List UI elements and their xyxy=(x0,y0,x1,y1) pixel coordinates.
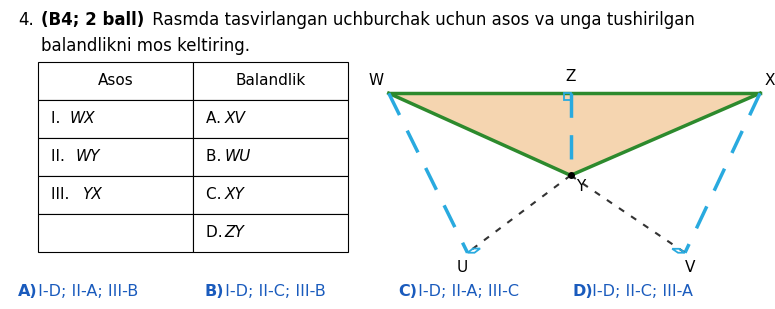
Text: B): B) xyxy=(205,284,225,299)
Bar xyxy=(38,62,193,100)
Text: X: X xyxy=(765,73,775,88)
Text: D): D) xyxy=(572,284,593,299)
Text: II.: II. xyxy=(51,150,70,164)
Bar xyxy=(193,100,348,138)
Text: I-D; II-A; III-B: I-D; II-A; III-B xyxy=(33,284,138,299)
Text: XY: XY xyxy=(225,188,244,202)
Text: V: V xyxy=(685,260,695,275)
Text: I-D; II-C; III-A: I-D; II-C; III-A xyxy=(587,284,693,299)
Text: YX: YX xyxy=(82,188,102,202)
Bar xyxy=(38,100,193,138)
Text: WX: WX xyxy=(70,112,95,126)
Text: I-D; II-C; III-B: I-D; II-C; III-B xyxy=(220,284,326,299)
Bar xyxy=(38,138,193,176)
Text: ZY: ZY xyxy=(225,226,244,240)
Text: D.: D. xyxy=(206,226,228,240)
Text: C): C) xyxy=(398,284,417,299)
Text: Z: Z xyxy=(566,69,576,84)
Bar xyxy=(193,176,348,214)
Polygon shape xyxy=(389,93,760,176)
Text: W: W xyxy=(369,73,384,88)
Text: Asos: Asos xyxy=(98,74,133,88)
Text: III.: III. xyxy=(51,188,74,202)
Bar xyxy=(38,214,193,252)
Text: 4.: 4. xyxy=(18,11,34,29)
Text: B.: B. xyxy=(206,150,226,164)
Text: Y: Y xyxy=(576,179,585,194)
Text: A): A) xyxy=(18,284,38,299)
Text: I-D; II-A; III-C: I-D; II-A; III-C xyxy=(413,284,519,299)
Text: A.: A. xyxy=(206,112,226,126)
Text: WU: WU xyxy=(225,150,251,164)
Bar xyxy=(38,176,193,214)
Bar xyxy=(193,214,348,252)
Text: I.: I. xyxy=(51,112,65,126)
Text: U: U xyxy=(457,260,468,275)
Text: balandlikni mos keltiring.: balandlikni mos keltiring. xyxy=(41,37,250,55)
Text: Rasmda tasvirlangan uchburchak uchun asos va unga tushirilgan: Rasmda tasvirlangan uchburchak uchun aso… xyxy=(147,11,695,29)
Text: WY: WY xyxy=(76,150,100,164)
Bar xyxy=(193,138,348,176)
Bar xyxy=(193,62,348,100)
Text: XV: XV xyxy=(225,112,246,126)
Text: C.: C. xyxy=(206,188,226,202)
Text: (B4; 2 ball): (B4; 2 ball) xyxy=(41,11,144,29)
Text: Balandlik: Balandlik xyxy=(236,74,305,88)
